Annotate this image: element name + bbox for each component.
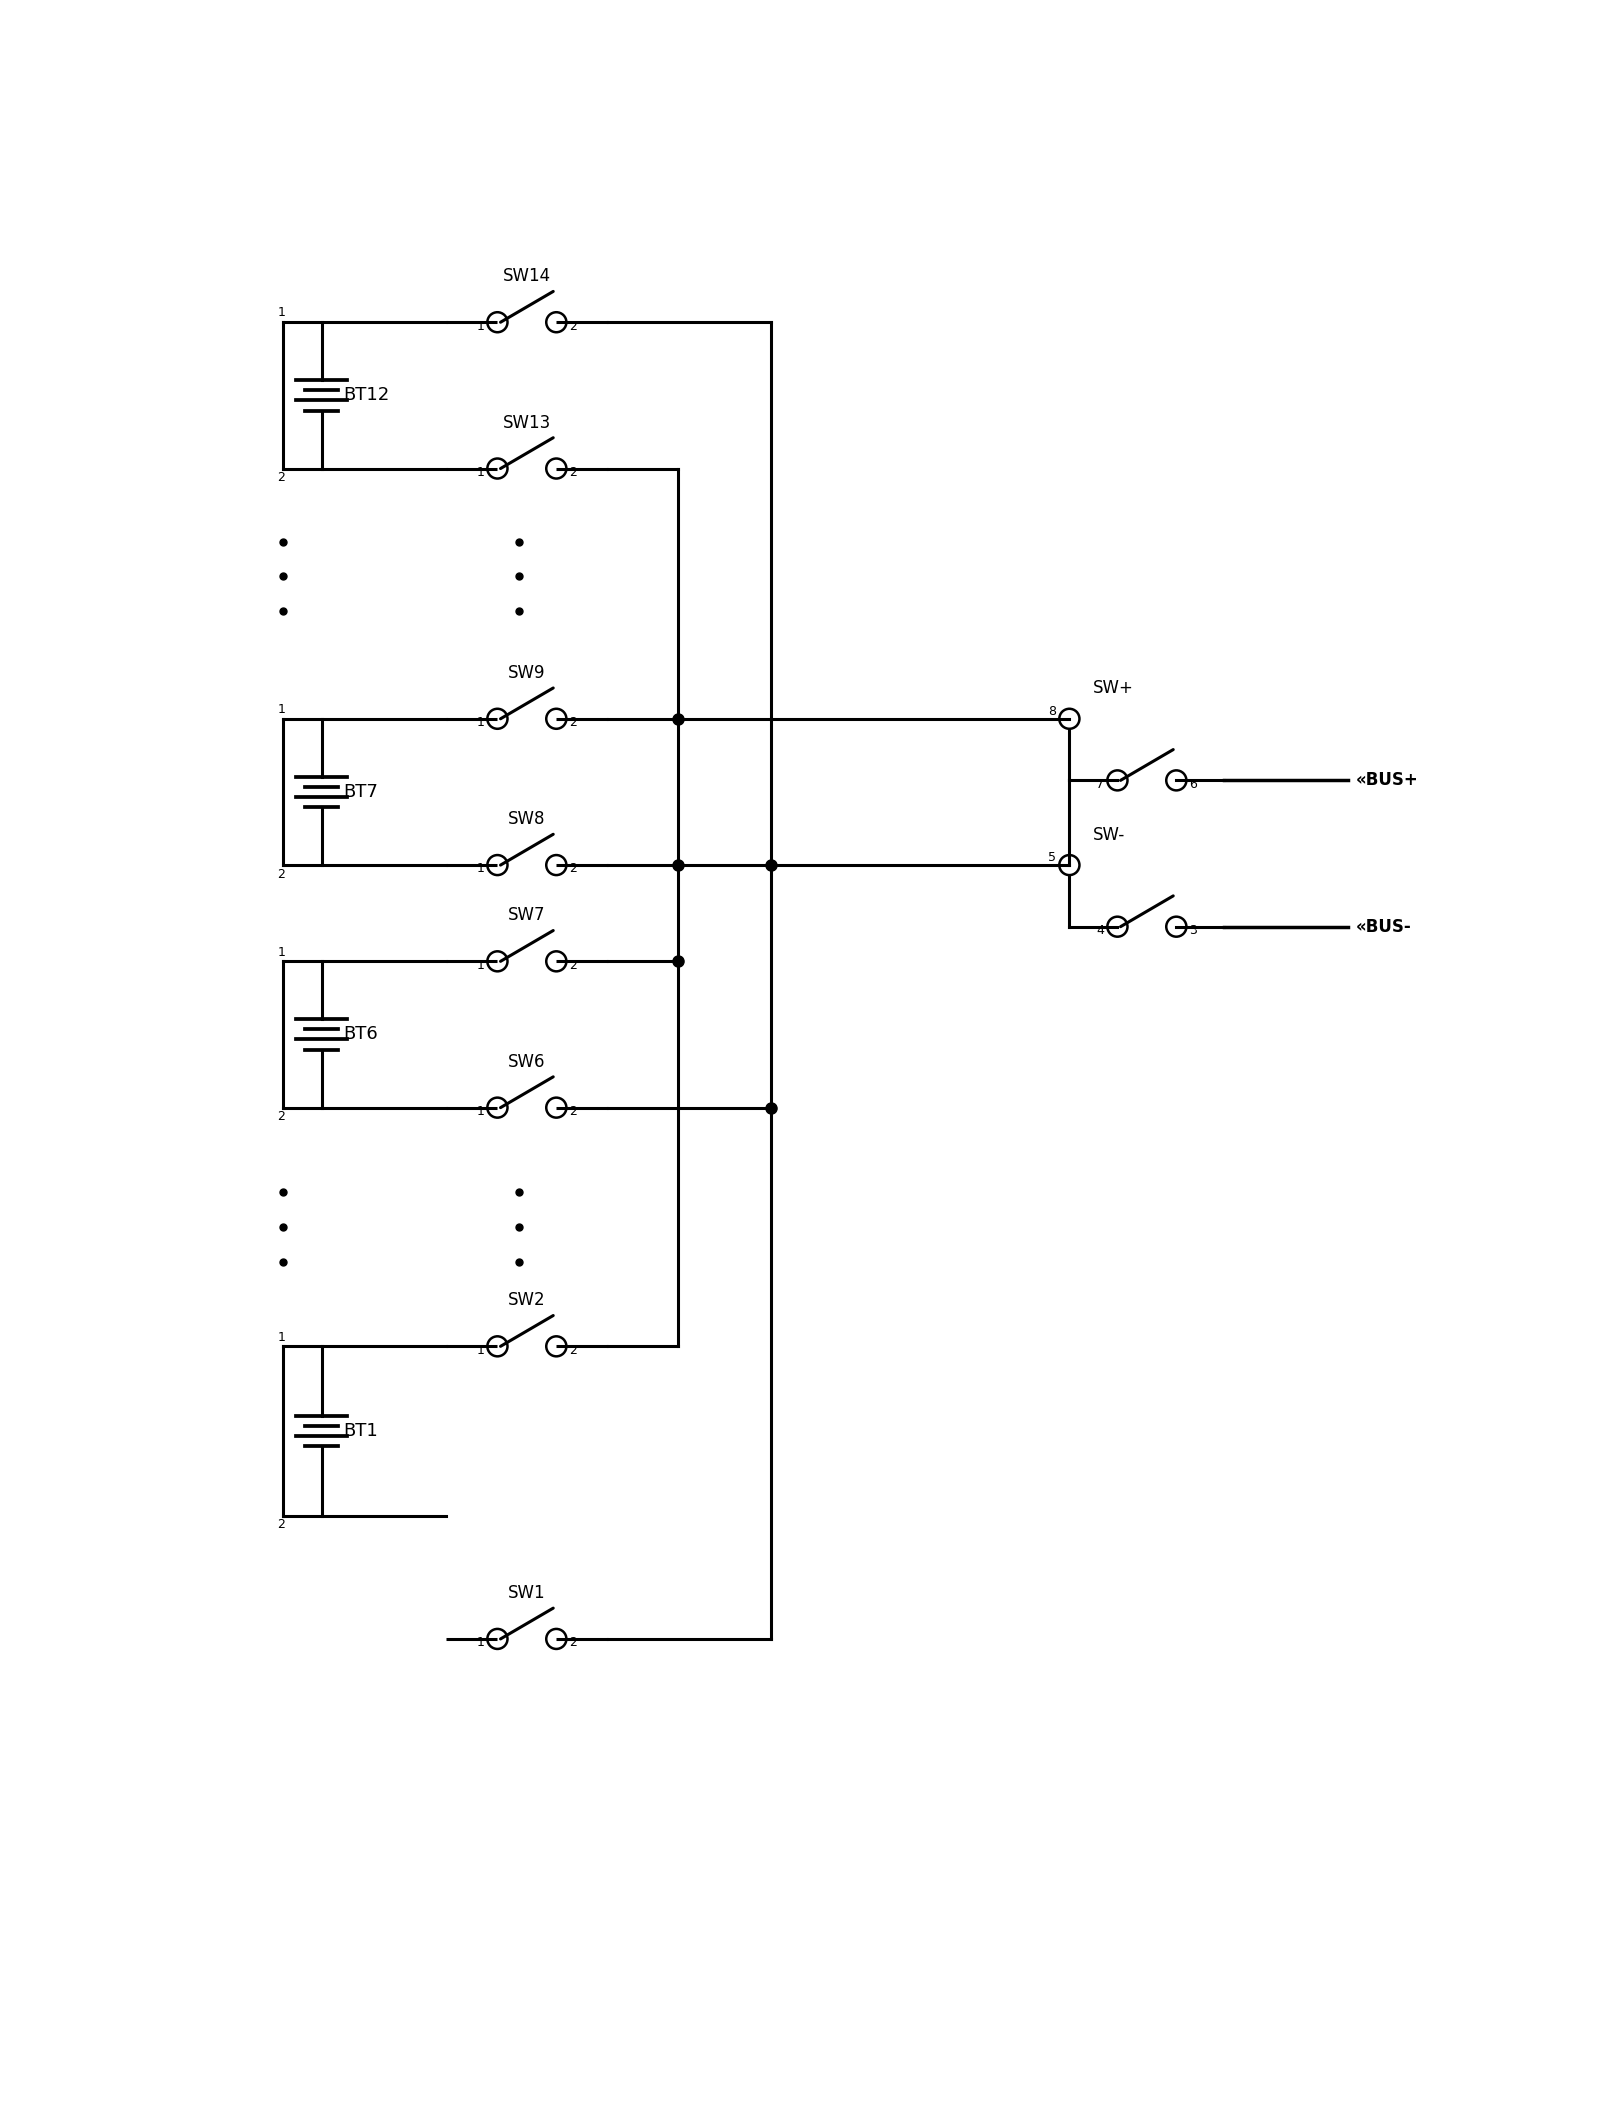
Text: SW+: SW+ (1092, 679, 1134, 698)
Text: 1: 1 (477, 959, 485, 972)
Text: 1: 1 (477, 861, 485, 876)
Text: 2: 2 (277, 1110, 285, 1123)
Text: SW7: SW7 (507, 906, 546, 925)
Text: 1: 1 (277, 947, 285, 959)
Text: SW8: SW8 (507, 810, 546, 827)
Text: 2: 2 (569, 466, 577, 479)
Text: SW9: SW9 (507, 664, 546, 683)
Text: 1: 1 (477, 1636, 485, 1648)
Text: 4: 4 (1097, 923, 1104, 938)
Text: 1: 1 (477, 1106, 485, 1119)
Text: «BUS-: «BUS- (1356, 917, 1411, 936)
Text: 8: 8 (1049, 704, 1057, 717)
Text: 6: 6 (1189, 778, 1197, 791)
Text: 2: 2 (569, 861, 577, 876)
Text: 7: 7 (1097, 778, 1105, 791)
Text: 2: 2 (277, 868, 285, 881)
Text: 1: 1 (277, 1332, 285, 1344)
Text: 2: 2 (569, 959, 577, 972)
Text: 2: 2 (277, 472, 285, 485)
Text: «BUS+: «BUS+ (1356, 772, 1419, 789)
Text: BT7: BT7 (343, 783, 379, 802)
Text: 2: 2 (569, 1344, 577, 1357)
Text: SW14: SW14 (503, 268, 551, 285)
Text: SW1: SW1 (507, 1585, 546, 1602)
Text: 1: 1 (277, 704, 285, 717)
Text: 1: 1 (477, 1344, 485, 1357)
Text: 5: 5 (1049, 851, 1057, 864)
Text: 2: 2 (569, 319, 577, 332)
Text: SW6: SW6 (507, 1053, 546, 1070)
Text: 1: 1 (477, 717, 485, 730)
Text: 1: 1 (277, 306, 285, 319)
Text: BT12: BT12 (343, 387, 390, 404)
Text: 1: 1 (477, 319, 485, 332)
Text: 3: 3 (1189, 923, 1197, 938)
Text: SW-: SW- (1092, 825, 1124, 844)
Text: SW2: SW2 (507, 1291, 546, 1310)
Text: 2: 2 (569, 1106, 577, 1119)
Text: BT6: BT6 (343, 1025, 379, 1044)
Text: 2: 2 (277, 1519, 285, 1531)
Text: BT1: BT1 (343, 1423, 379, 1440)
Text: 2: 2 (569, 717, 577, 730)
Text: 2: 2 (569, 1636, 577, 1648)
Text: SW13: SW13 (503, 413, 551, 432)
Text: 1: 1 (477, 466, 485, 479)
